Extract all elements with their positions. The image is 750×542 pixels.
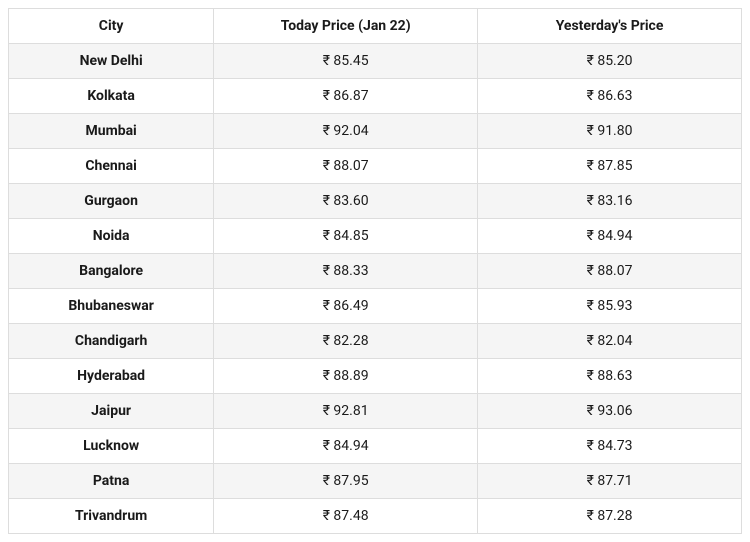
cell-today: ₹ 82.28: [214, 324, 478, 359]
cell-yesterday: ₹ 84.94: [478, 219, 742, 254]
table-row: Patna ₹ 87.95 ₹ 87.71: [9, 464, 742, 499]
table-row: Chennai ₹ 88.07 ₹ 87.85: [9, 149, 742, 184]
cell-city: Hyderabad: [9, 359, 214, 394]
cell-yesterday: ₹ 87.71: [478, 464, 742, 499]
col-header-city: City: [9, 9, 214, 44]
cell-yesterday: ₹ 88.63: [478, 359, 742, 394]
cell-today: ₹ 83.60: [214, 184, 478, 219]
cell-city: Lucknow: [9, 429, 214, 464]
table-row: Lucknow ₹ 84.94 ₹ 84.73: [9, 429, 742, 464]
cell-today: ₹ 88.33: [214, 254, 478, 289]
cell-today: ₹ 92.81: [214, 394, 478, 429]
table-row: Gurgaon ₹ 83.60 ₹ 83.16: [9, 184, 742, 219]
cell-city: Noida: [9, 219, 214, 254]
cell-yesterday: ₹ 87.28: [478, 499, 742, 534]
cell-city: New Delhi: [9, 44, 214, 79]
table-row: Kolkata ₹ 86.87 ₹ 86.63: [9, 79, 742, 114]
cell-yesterday: ₹ 88.07: [478, 254, 742, 289]
col-header-today: Today Price (Jan 22): [214, 9, 478, 44]
cell-today: ₹ 84.85: [214, 219, 478, 254]
table-row: Bhubaneswar ₹ 86.49 ₹ 85.93: [9, 289, 742, 324]
price-table-container: City Today Price (Jan 22) Yesterday's Pr…: [0, 0, 750, 542]
cell-yesterday: ₹ 86.63: [478, 79, 742, 114]
cell-city: Mumbai: [9, 114, 214, 149]
cell-city: Trivandrum: [9, 499, 214, 534]
cell-today: ₹ 84.94: [214, 429, 478, 464]
cell-city: Chennai: [9, 149, 214, 184]
table-row: Jaipur ₹ 92.81 ₹ 93.06: [9, 394, 742, 429]
cell-today: ₹ 86.87: [214, 79, 478, 114]
cell-yesterday: ₹ 87.85: [478, 149, 742, 184]
table-row: Noida ₹ 84.85 ₹ 84.94: [9, 219, 742, 254]
cell-city: Kolkata: [9, 79, 214, 114]
cell-today: ₹ 87.95: [214, 464, 478, 499]
table-body: New Delhi ₹ 85.45 ₹ 85.20 Kolkata ₹ 86.8…: [9, 44, 742, 534]
cell-today: ₹ 92.04: [214, 114, 478, 149]
table-row: Chandigarh ₹ 82.28 ₹ 82.04: [9, 324, 742, 359]
cell-today: ₹ 88.89: [214, 359, 478, 394]
cell-today: ₹ 88.07: [214, 149, 478, 184]
cell-yesterday: ₹ 85.20: [478, 44, 742, 79]
cell-city: Bhubaneswar: [9, 289, 214, 324]
col-header-yesterday: Yesterday's Price: [478, 9, 742, 44]
cell-city: Bangalore: [9, 254, 214, 289]
table-row: Bangalore ₹ 88.33 ₹ 88.07: [9, 254, 742, 289]
cell-yesterday: ₹ 83.16: [478, 184, 742, 219]
cell-today: ₹ 85.45: [214, 44, 478, 79]
table-row: New Delhi ₹ 85.45 ₹ 85.20: [9, 44, 742, 79]
table-row: Mumbai ₹ 92.04 ₹ 91.80: [9, 114, 742, 149]
cell-yesterday: ₹ 85.93: [478, 289, 742, 324]
table-row: Trivandrum ₹ 87.48 ₹ 87.28: [9, 499, 742, 534]
cell-yesterday: ₹ 82.04: [478, 324, 742, 359]
cell-yesterday: ₹ 93.06: [478, 394, 742, 429]
table-row: Hyderabad ₹ 88.89 ₹ 88.63: [9, 359, 742, 394]
table-header-row: City Today Price (Jan 22) Yesterday's Pr…: [9, 9, 742, 44]
cell-yesterday: ₹ 91.80: [478, 114, 742, 149]
cell-city: Gurgaon: [9, 184, 214, 219]
cell-today: ₹ 86.49: [214, 289, 478, 324]
cell-city: Patna: [9, 464, 214, 499]
cell-city: Chandigarh: [9, 324, 214, 359]
cell-today: ₹ 87.48: [214, 499, 478, 534]
price-table: City Today Price (Jan 22) Yesterday's Pr…: [8, 8, 742, 534]
cell-yesterday: ₹ 84.73: [478, 429, 742, 464]
cell-city: Jaipur: [9, 394, 214, 429]
